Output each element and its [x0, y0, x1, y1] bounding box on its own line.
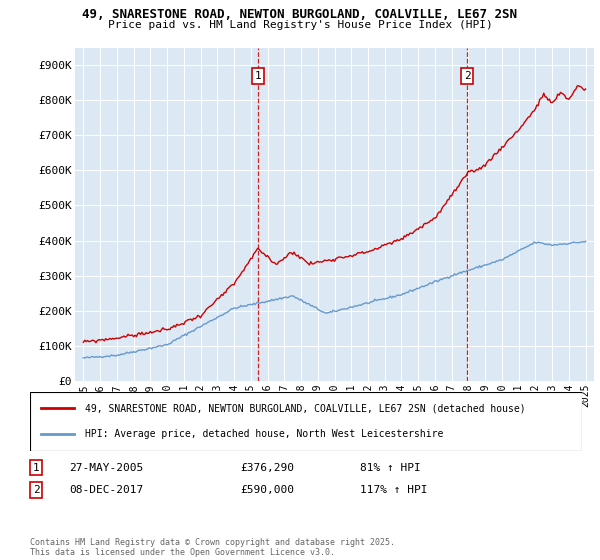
Text: 1: 1 — [32, 463, 40, 473]
Text: 2: 2 — [32, 485, 40, 495]
Text: 49, SNARESTONE ROAD, NEWTON BURGOLAND, COALVILLE, LE67 2SN: 49, SNARESTONE ROAD, NEWTON BURGOLAND, C… — [83, 8, 517, 21]
Text: 08-DEC-2017: 08-DEC-2017 — [69, 485, 143, 495]
Text: 49, SNARESTONE ROAD, NEWTON BURGOLAND, COALVILLE, LE67 2SN (detached house): 49, SNARESTONE ROAD, NEWTON BURGOLAND, C… — [85, 403, 526, 413]
Text: Price paid vs. HM Land Registry's House Price Index (HPI): Price paid vs. HM Land Registry's House … — [107, 20, 493, 30]
Text: 81% ↑ HPI: 81% ↑ HPI — [360, 463, 421, 473]
Text: £590,000: £590,000 — [240, 485, 294, 495]
Text: 117% ↑ HPI: 117% ↑ HPI — [360, 485, 427, 495]
Text: HPI: Average price, detached house, North West Leicestershire: HPI: Average price, detached house, Nort… — [85, 430, 443, 440]
Text: 2: 2 — [464, 71, 470, 81]
Text: £376,290: £376,290 — [240, 463, 294, 473]
Text: 1: 1 — [254, 71, 261, 81]
Text: 27-MAY-2005: 27-MAY-2005 — [69, 463, 143, 473]
Text: Contains HM Land Registry data © Crown copyright and database right 2025.
This d: Contains HM Land Registry data © Crown c… — [30, 538, 395, 557]
